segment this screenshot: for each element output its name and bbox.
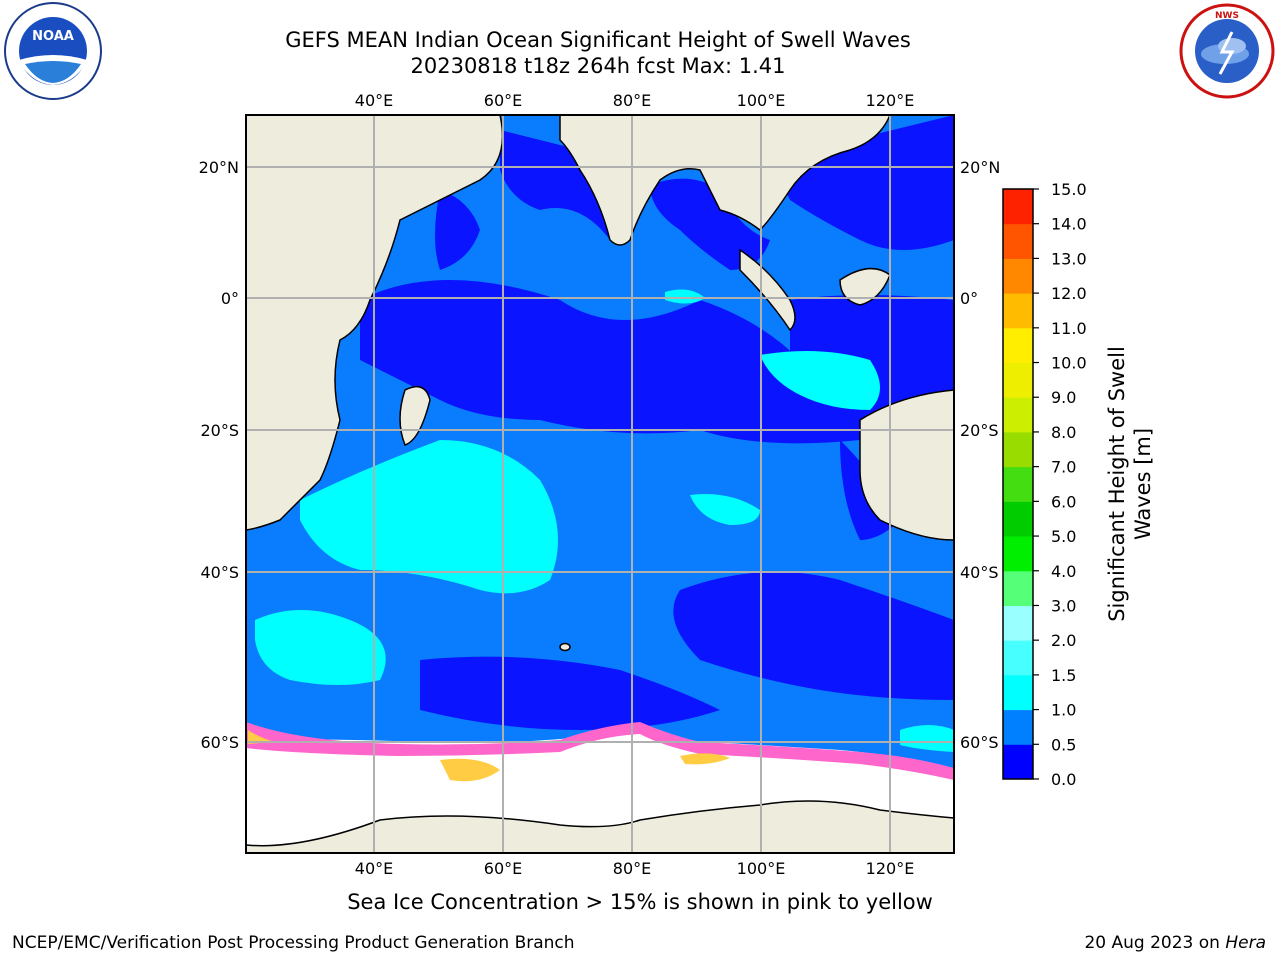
colorbar-tick-label: 6.0 [1051,492,1076,511]
colorbar-tick-label: 7.0 [1051,458,1076,477]
lat-label: 40°S [200,563,239,582]
lon-labels-bottom: 40°E 60°E 80°E 100°E 120°E [355,859,915,878]
lat-label: 20°S [200,421,239,440]
colorbar-segment [1003,501,1033,537]
colorbar-segment [1003,397,1033,433]
africa-arabia [246,115,504,531]
lon-labels-top: 40°E 60°E 80°E 100°E 120°E [355,91,915,110]
colorbar-frame [1002,188,1034,780]
south-asia [559,115,891,246]
colorbar-tick-label: 12.0 [1051,284,1087,303]
colorbar-tick-label: 15.0 [1051,180,1087,199]
colorbar-segment [1003,640,1033,676]
lon-label: 60°E [484,859,522,878]
lon-label: 80°E [613,91,651,110]
sea-ice-edge [246,722,954,780]
colorbar-segment [1003,223,1033,259]
lon-label: 120°E [866,91,915,110]
colorbar-segment [1003,744,1033,780]
graticule [246,115,954,853]
lon-label: 120°E [866,859,915,878]
colorbar-tick-label: 14.0 [1051,215,1087,234]
lon-label: 40°E [355,91,393,110]
svg-text:NWS: NWS [1215,11,1239,21]
colorbar-tick-label: 11.0 [1051,319,1087,338]
lat-label: 0° [960,289,978,308]
lat-label: 20°S [960,421,999,440]
colorbar-tick-label: 5.0 [1051,527,1076,546]
footer-date: 20 Aug 2023 on Hera [1084,933,1266,953]
colorbar-segment [1003,362,1033,398]
nws-logo: NWS [1179,3,1275,99]
lat-label: 60°S [960,733,999,752]
chart-title: GEFS MEAN Indian Ocean Significant Heigh… [285,28,911,52]
landmasses [246,115,954,853]
colorbar-tick-label: 4.0 [1051,562,1076,581]
lat-label: 60°S [200,733,239,752]
lon-label: 60°E [484,91,522,110]
colorbar-tick-label: 9.0 [1051,388,1076,407]
lat-label: 20°N [960,158,1000,177]
colorbar-tick-label: 2.0 [1051,631,1076,650]
colorbar-segment [1003,258,1033,294]
colorbar-tick-label: 8.0 [1051,423,1076,442]
colorbar-segment [1003,431,1033,468]
lat-label: 40°S [960,563,999,582]
lon-label: 100°E [737,91,786,110]
kerguelen-island [559,642,571,652]
colorbar-segment [1003,709,1033,745]
footer-credit: NCEP/EMC/Verification Post Processing Pr… [12,933,575,953]
colorbar-tick-label: 13.0 [1051,249,1087,268]
colorbar-segment [1003,570,1033,606]
colorbar-label-line2: Waves [m] [1131,428,1155,540]
swell-band-south [300,440,558,594]
lat-label: 0° [221,289,239,308]
lat-labels-left: 20°N 0° 20°S 40°S 60°S [199,158,239,752]
map-area [246,115,954,853]
lon-label: 100°E [737,859,786,878]
colorbar-tick-label: 1.5 [1051,666,1076,685]
colorbar-tick-label: 10.0 [1051,354,1087,373]
colorbar-segment [1003,605,1033,641]
colorbar-label-line1: Significant Height of Swell [1105,346,1129,622]
borneo [839,267,891,306]
colorbar-segment [1003,466,1033,502]
chart-subtitle: 20230818 t18z 264h fcst Max: 1.41 [410,54,786,78]
map-caption: Sea Ice Concentration > 15% is shown in … [347,890,933,914]
colorbar-tick-label: 0.5 [1051,735,1076,754]
svg-text:NOAA: NOAA [32,29,74,44]
colorbar-segment [1003,327,1033,364]
lat-label: 20°N [199,158,239,177]
colorbar-segment [1003,189,1033,225]
colorbar-tick-label: 0.0 [1051,770,1076,789]
noaa-logo: NOAA [4,2,102,100]
australia [859,389,954,541]
colorbar-ticks: 0.0 0.5 1.0 1.5 2.0 3.0 4.0 5.0 6.0 7.0 8.0 9.0 10.0… [1033,180,1087,789]
footer-date-text: 20 Aug 2023 on [1084,933,1226,953]
swell-band-equatorial [360,280,860,444]
lat-labels-right: 20°N 0° 20°S 40°S 60°S [960,158,1000,752]
footer-host: Hera [1225,933,1266,953]
antarctica [246,800,954,853]
colorbar-segment [1003,536,1033,572]
lon-label: 40°E [355,859,393,878]
colorbar-tick-label: 3.0 [1051,596,1076,615]
colorbar-segment [1003,293,1033,329]
colorbar-tick-label: 1.0 [1051,701,1076,720]
colorbar [1003,189,1033,780]
map-frame [245,114,955,854]
lon-label: 80°E [613,859,651,878]
colorbar-segment [1003,674,1033,711]
